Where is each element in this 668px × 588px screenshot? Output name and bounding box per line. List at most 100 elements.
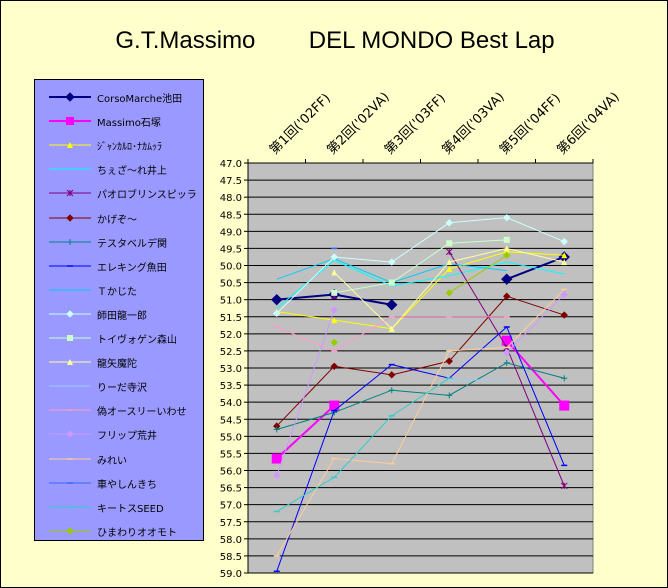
y-tick-label: 47.0 [220,159,242,170]
legend-item: テスタベルデ関 [35,234,203,250]
legend-swatch [49,409,91,412]
series-line [276,259,565,309]
y-tick-label: 53.5 [220,381,242,392]
y-tick-label: 58.0 [220,535,242,546]
data-point [561,252,568,259]
data-point [560,237,568,246]
data-point [388,325,395,332]
data-point [445,248,453,256]
legend-swatch [49,238,91,245]
y-tick-label: 54.0 [220,398,242,409]
legend-item: 車やしんきち [35,475,203,491]
data-point [446,392,453,399]
data-point [66,310,74,318]
legend-swatch [49,168,91,170]
data-point [560,482,568,490]
y-tick-label: 57.5 [220,518,242,529]
y-tick-label: 52.5 [220,347,242,358]
legend-swatch [49,310,91,318]
y-tick-label: 48.5 [220,210,242,221]
legend-swatch [49,385,91,387]
legend-swatch [49,359,91,366]
legend-swatch [49,457,91,460]
legend-swatch [49,92,91,102]
series-16 [273,288,568,557]
series-line [276,309,335,476]
data-point [330,362,338,370]
data-point [560,290,568,299]
legend-label: トイヴォゲン森山 [97,335,177,346]
legend-item: みれい [35,451,203,467]
data-point [501,273,513,285]
legend-label: りーだ寺沢 [97,383,147,395]
legend-swatch [49,213,91,222]
legend-item: 偽オースリーいわせ [35,402,203,418]
data-point [67,238,73,245]
data-point [66,117,74,126]
legend-label: みれい [97,455,127,467]
legend-swatch [49,117,91,126]
chart-title: G.T.Massimo DEL MONDO Best Lap [115,27,555,54]
y-tick-label: 53.0 [220,364,242,375]
legend-label: ひまわりオオモト [97,527,177,539]
y-tick-label: 57.0 [220,501,242,512]
data-point [66,190,74,197]
data-point [65,92,75,102]
legend-swatch [49,430,91,439]
y-tick-label: 50.0 [220,262,242,273]
data-point [388,387,395,394]
legend-item: Massimo石塚 [35,113,203,129]
data-point [67,359,73,366]
legend-item: Ｔかじた [35,282,203,298]
data-point [559,400,570,411]
series-11 [331,236,510,296]
legend-item: フリップ荒井 [35,426,203,442]
y-tick-label: 55.5 [220,449,242,460]
data-point [503,292,511,300]
data-point [388,279,395,286]
legend-label: パオロブリンスピッラ [97,190,197,202]
data-point [66,213,74,222]
legend-item: ｼﾞｬﾝｶﾙﾛ･ﾅｶﾑｯﾗ [35,137,203,153]
data-point [503,213,511,222]
y-tick-label: 51.5 [220,313,242,324]
y-tick-label: 55.0 [220,432,242,443]
data-point [446,240,453,247]
legend-item: CorsoMarche池田 [35,89,203,105]
legend-item: 龍矢魔陀 [35,354,203,370]
y-tick-label: 49.5 [220,244,242,255]
legend-item: パオロブリンスピッラ [35,185,203,201]
series-line [448,254,508,294]
data-point [446,259,453,266]
data-point [67,335,73,341]
series-line [334,239,507,294]
data-point [446,265,453,272]
y-tick-label: 50.5 [220,279,242,290]
series-18 [273,377,453,513]
series-19 [330,251,511,347]
series-line [276,295,565,427]
legend-swatch [49,142,91,149]
data-point [331,289,338,296]
data-point [445,289,453,297]
legend-item: ひまわりオオモト [35,523,203,539]
y-tick-label: 48.0 [220,193,242,204]
legend-item: キートスSEED [35,499,203,515]
y-tick-label: 56.0 [220,467,242,478]
y-tick-label: 47.5 [220,176,242,187]
data-point [66,527,74,535]
legend-label: Ｔかじた [97,286,137,298]
data-point [67,142,73,149]
data-point [503,348,511,357]
data-point [388,258,396,266]
series-line [506,340,565,407]
data-point [273,426,280,433]
data-point [503,359,510,366]
data-point [273,309,281,318]
legend-item: りーだ寺沢 [35,378,203,394]
series-line [276,251,565,330]
legend-swatch [49,289,91,291]
legend-label: テスタベルデ関 [97,238,167,250]
legend: CorsoMarche池田 Massimo石塚 ｼﾞｬﾝｶﾙﾛ･ﾅｶﾑｯﾗ ちぇざ～れ… [34,79,204,541]
